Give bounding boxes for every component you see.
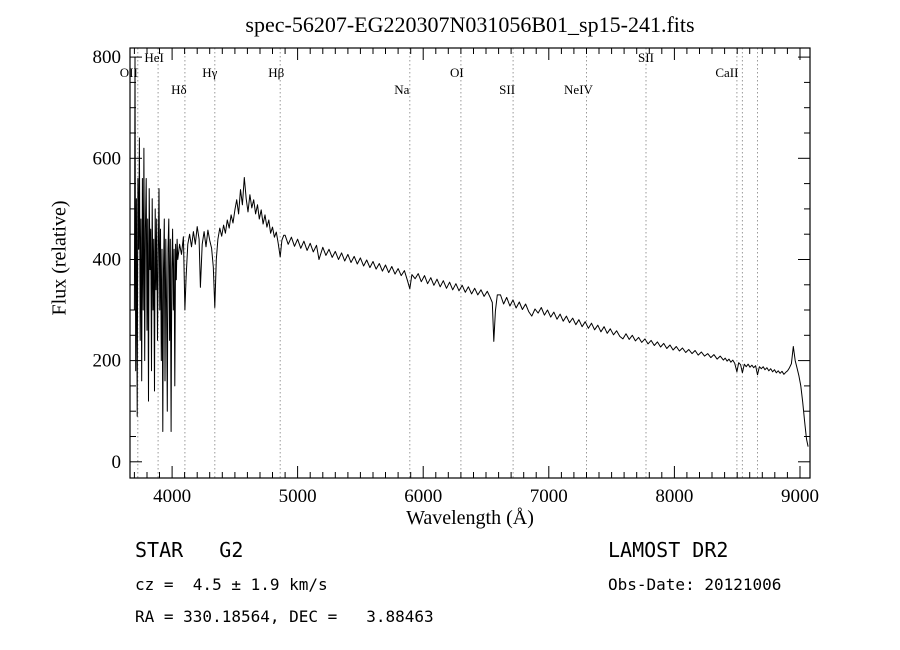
y-tick-label: 600	[93, 148, 122, 169]
spectral-line-label: HeI	[144, 50, 164, 65]
cz-text: cz = 4.5 ± 1.9 km/s	[135, 575, 328, 594]
obs-date-text: Obs-Date: 20121006	[608, 575, 782, 594]
y-tick-label: 800	[93, 47, 122, 68]
y-tick-label: 200	[93, 351, 122, 372]
plot-frame	[129, 47, 811, 479]
spectral-line-label: Hβ	[268, 65, 284, 80]
spectral-line-label: Hδ	[171, 82, 187, 97]
x-axis-title: Wavelength (Å)	[406, 507, 534, 529]
spectral-line-label: NeIV	[564, 82, 593, 97]
spectral-line-label: Hγ	[202, 65, 217, 80]
ra-dec-text: RA = 330.18564, DEC = 3.88463	[135, 607, 434, 626]
x-tick-label: 7000	[530, 486, 568, 507]
x-tick-label: 4000	[153, 486, 191, 507]
spectral-line-label: OII	[120, 65, 138, 80]
spectral-line-label: SII	[638, 50, 654, 65]
plot-title: spec-56207-EG220307N031056B01_sp15-241.f…	[245, 12, 695, 37]
spectral-line-label: Na	[394, 82, 409, 97]
spectral-line-label: OI	[450, 65, 464, 80]
classification-text: STAR G2	[135, 538, 244, 562]
y-axis-title: Flux (relative)	[48, 200, 71, 316]
spectrum-trace	[133, 56, 809, 447]
spectral-line-label: SII	[499, 82, 515, 97]
x-tick-label: 6000	[404, 486, 442, 507]
y-tick-label: 400	[93, 250, 122, 271]
x-tick-label: 9000	[781, 486, 819, 507]
survey-text: LAMOST DR2	[608, 538, 729, 562]
y-tick-label: 0	[112, 452, 122, 473]
spectral-line-label: CaII	[715, 65, 738, 80]
x-tick-label: 8000	[655, 486, 693, 507]
x-tick-label: 5000	[279, 486, 317, 507]
